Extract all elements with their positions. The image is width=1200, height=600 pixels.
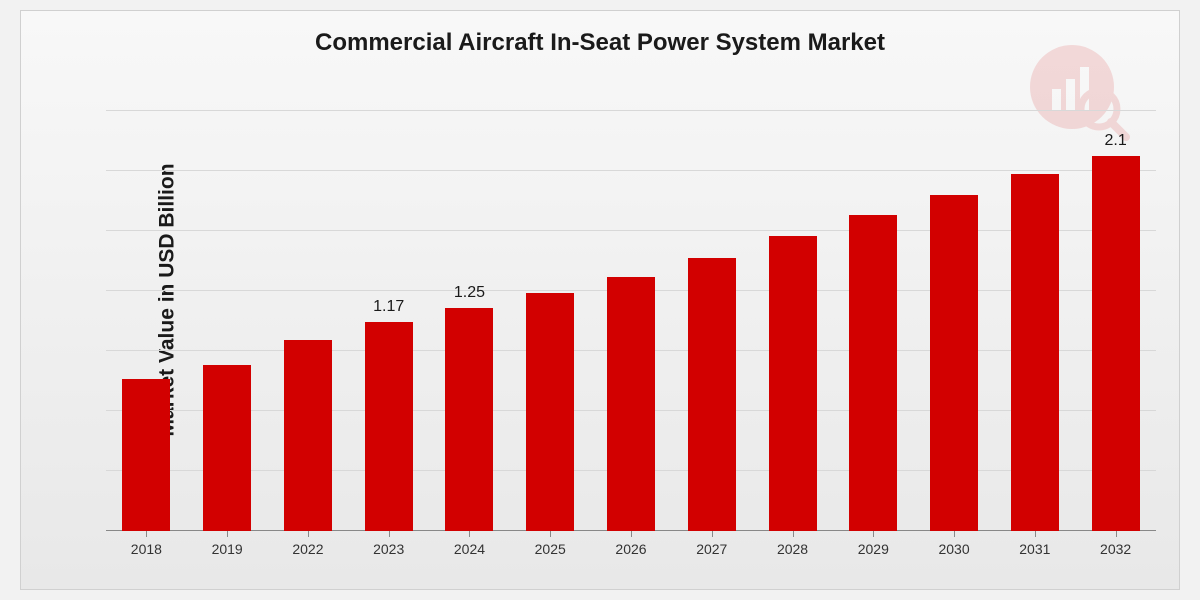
- bar: [930, 195, 978, 531]
- bar: [445, 308, 493, 531]
- bar: [769, 236, 817, 531]
- x-axis-category-label: 2024: [454, 541, 485, 557]
- x-axis-category-label: 2029: [858, 541, 889, 557]
- bar-group: [930, 195, 978, 531]
- bar: [284, 340, 332, 531]
- bar: [122, 379, 170, 531]
- bar-group: [203, 365, 251, 531]
- x-axis-category-label: 2019: [212, 541, 243, 557]
- x-axis-category-label: 2022: [292, 541, 323, 557]
- bar: [607, 277, 655, 531]
- x-axis-category-label: 2023: [373, 541, 404, 557]
- bar: [365, 322, 413, 531]
- bar-group: [1011, 174, 1059, 531]
- x-tick: [954, 531, 955, 537]
- bar-group: 1.17: [365, 322, 413, 531]
- bar: [203, 365, 251, 531]
- x-tick: [631, 531, 632, 537]
- bar: [1092, 156, 1140, 531]
- x-tick: [712, 531, 713, 537]
- x-tick: [550, 531, 551, 537]
- x-axis-category-label: 2027: [696, 541, 727, 557]
- x-tick: [793, 531, 794, 537]
- bar-value-label: 2.1: [1104, 132, 1126, 150]
- bar: [688, 258, 736, 531]
- x-axis-category-label: 2032: [1100, 541, 1131, 557]
- x-tick: [308, 531, 309, 537]
- bar-group: [526, 293, 574, 531]
- bar-group: [284, 340, 332, 531]
- bar-group: [607, 277, 655, 531]
- bar-group: 2.1: [1092, 156, 1140, 531]
- bar-group: [849, 215, 897, 531]
- x-tick: [1035, 531, 1036, 537]
- x-tick: [389, 531, 390, 537]
- x-tick: [873, 531, 874, 537]
- plot-area: 1.171.252.1 2018201920222023202420252026…: [106, 111, 1156, 531]
- x-axis-category-label: 2031: [1019, 541, 1050, 557]
- bars-region: 1.17 1.25 2.1: [106, 111, 1156, 531]
- x-tick: [1116, 531, 1117, 537]
- bar: [526, 293, 574, 531]
- bar-group: [122, 379, 170, 531]
- x-axis-category-label: 2025: [535, 541, 566, 557]
- bar: [1011, 174, 1059, 531]
- x-tick: [227, 531, 228, 537]
- x-tick: [469, 531, 470, 537]
- bar-group: 1.25: [445, 308, 493, 531]
- x-tick: [146, 531, 147, 537]
- x-axis-category-label: 2028: [777, 541, 808, 557]
- chart-title: Commercial Aircraft In-Seat Power System…: [21, 29, 1179, 57]
- x-axis-category-label: 2018: [131, 541, 162, 557]
- x-axis-category-label: 2026: [615, 541, 646, 557]
- bar: [849, 215, 897, 531]
- bar-value-label: 1.17: [373, 298, 404, 316]
- x-axis-category-label: 2030: [938, 541, 969, 557]
- bar-group: [769, 236, 817, 531]
- bar-value-label: 1.25: [454, 284, 485, 302]
- chart-container: Commercial Aircraft In-Seat Power System…: [20, 10, 1180, 590]
- bar-group: [688, 258, 736, 531]
